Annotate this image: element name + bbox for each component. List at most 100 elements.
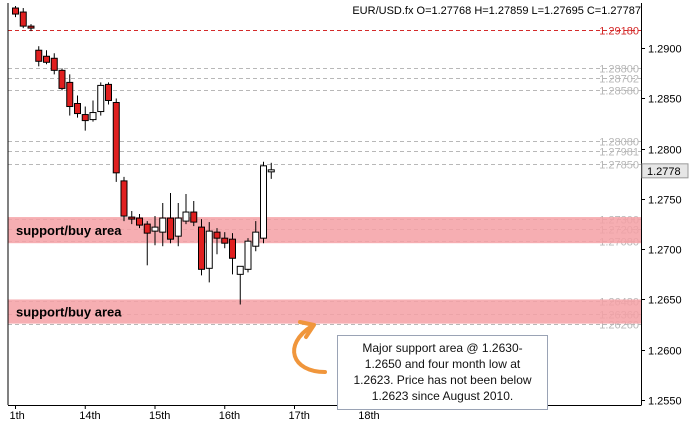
candle-body xyxy=(205,230,213,269)
candle-body xyxy=(244,240,252,270)
candles xyxy=(12,6,275,305)
support-zone xyxy=(8,299,641,324)
candle-body xyxy=(260,165,267,239)
x-tick-label: 1th xyxy=(10,410,25,422)
x-tick-label: 15th xyxy=(149,410,170,422)
candle-body xyxy=(159,217,167,233)
y-tick-label: 1.2550 xyxy=(648,396,682,408)
candle xyxy=(151,216,159,246)
candle-body xyxy=(74,103,81,115)
candle-body xyxy=(19,11,27,27)
arrow-curve xyxy=(292,324,327,374)
candle-body xyxy=(229,238,236,259)
y-tick-label: 1.2800 xyxy=(648,145,682,157)
candle xyxy=(244,238,252,273)
candle xyxy=(35,46,43,67)
support-zone-label: support/buy area xyxy=(16,305,122,320)
support-zone xyxy=(8,217,641,244)
candle xyxy=(182,193,190,225)
y-tick-label: 1.2700 xyxy=(648,245,682,257)
axes: 1.2550 1.2600 1.2650 1.2700 1.2750 1.2800 1.28… xyxy=(7,3,689,422)
candle-body xyxy=(58,69,66,89)
candle xyxy=(143,221,151,266)
candle xyxy=(267,162,275,179)
annotation-arrow xyxy=(292,320,327,374)
candle-body xyxy=(213,231,221,239)
candle-body xyxy=(136,217,143,226)
candle-body xyxy=(182,211,190,222)
current-price-label: 1.2778 xyxy=(647,166,681,178)
candle-body xyxy=(236,265,244,275)
y-tick-label: 1.2650 xyxy=(648,295,682,307)
candle xyxy=(97,82,105,116)
candle xyxy=(205,222,213,283)
candle-body xyxy=(27,25,35,29)
candle-body xyxy=(151,226,159,232)
candle xyxy=(27,24,35,32)
annotation-line: 1.2623. Price has not been below xyxy=(353,373,532,387)
candle-body xyxy=(50,57,58,71)
annotation-box: Major support area @ 1.2630- 1.2650 and … xyxy=(337,335,548,410)
candle xyxy=(58,68,66,91)
candle xyxy=(12,6,19,18)
candle xyxy=(136,214,143,229)
y-tick-label: 1.2600 xyxy=(648,346,682,358)
candle xyxy=(159,202,167,247)
candle-body xyxy=(105,83,112,101)
candle xyxy=(105,82,112,105)
candle-body xyxy=(190,211,198,223)
candle xyxy=(112,98,120,182)
current-price-marker xyxy=(641,163,689,179)
candle-body xyxy=(89,112,97,121)
annotation-line: 1.2623 since August 2010. xyxy=(371,389,514,403)
price-level-label: 1.27850 xyxy=(599,160,639,172)
candle xyxy=(50,53,58,75)
candle-body xyxy=(252,231,260,247)
candle xyxy=(81,106,89,131)
candle xyxy=(213,228,221,255)
x-tick-label: 16th xyxy=(219,410,240,422)
candle xyxy=(89,100,97,122)
candle-body xyxy=(81,114,89,122)
annotation-line: Major support area @ 1.2630- xyxy=(362,341,523,355)
candle xyxy=(66,74,74,116)
x-tick-label: 17th xyxy=(289,410,310,422)
candle xyxy=(198,219,205,276)
candle-body xyxy=(120,180,128,217)
candle xyxy=(260,161,267,244)
support-zones: support/buy area support/buy area xyxy=(8,217,641,324)
y-tick-label: 1.2750 xyxy=(648,195,682,207)
price-level-label: 1.28800 xyxy=(599,64,639,76)
candle xyxy=(120,176,128,222)
annotation-line: 1.2650 and four month low at xyxy=(364,357,521,371)
support-zone-label: support/buy area xyxy=(16,223,122,238)
candle-body xyxy=(143,223,151,234)
candle xyxy=(236,265,244,305)
price-level-label: 1.28702 xyxy=(599,74,639,86)
price-level-label: 1.29180 xyxy=(599,26,639,38)
candle xyxy=(174,202,182,247)
y-tick-label: 1.2850 xyxy=(648,94,682,106)
candle xyxy=(190,200,198,227)
candle-body xyxy=(66,81,74,108)
arrow-head xyxy=(298,320,316,339)
price-level-label: 1.28580 xyxy=(599,86,639,98)
candle-body xyxy=(198,226,205,270)
candle xyxy=(229,233,236,275)
y-tick-label: 1.2900 xyxy=(648,44,682,56)
candle xyxy=(252,221,260,252)
candle-body xyxy=(267,169,275,173)
price-level-label: 1.28080 xyxy=(599,137,639,149)
candle-body xyxy=(35,49,43,62)
price-level-label: 1.27981 xyxy=(599,147,639,159)
candle xyxy=(43,50,50,65)
candle-body xyxy=(221,237,229,244)
candle-body xyxy=(174,217,182,237)
candle xyxy=(74,95,81,118)
candle xyxy=(167,192,174,244)
candle-body xyxy=(97,84,105,113)
candle-body xyxy=(43,55,50,63)
candle xyxy=(221,232,229,249)
